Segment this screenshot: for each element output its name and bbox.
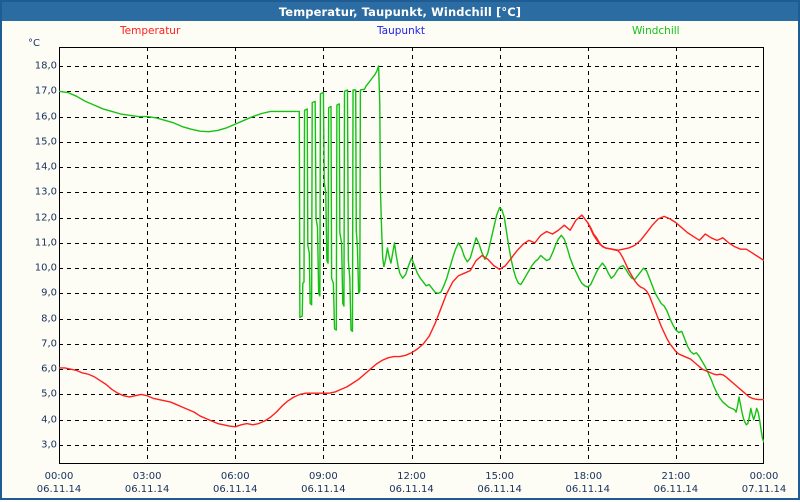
series-line-windchill-spikes bbox=[296, 65, 385, 332]
x-axis-tick-date: 06.11.14 bbox=[301, 484, 346, 495]
y-axis-tick: 4,0 bbox=[41, 414, 57, 426]
y-axis-tick: 7,0 bbox=[41, 338, 57, 350]
y-axis-unit-label: °C bbox=[28, 38, 40, 49]
y-axis-tick: 17,0 bbox=[34, 85, 57, 97]
y-axis-tick: 15,0 bbox=[34, 136, 57, 148]
x-axis-tick-date: 06.11.14 bbox=[477, 484, 522, 495]
x-axis-tick-time: 18:00 bbox=[573, 471, 603, 482]
y-axis-tick: 10,0 bbox=[34, 262, 57, 274]
window-title-bar: Temperatur, Taupunkt, Windchill [°C] bbox=[2, 2, 798, 21]
y-axis-tick: 8,0 bbox=[41, 313, 57, 325]
series-line-temperatur bbox=[59, 214, 764, 428]
legend-item-windchill: Windchill bbox=[632, 25, 680, 37]
y-axis-tick: 6,0 bbox=[41, 363, 57, 375]
x-axis-tick-time: 03:00 bbox=[132, 471, 162, 482]
x-axis-tick: 18:00 06.11.14 bbox=[565, 470, 610, 496]
series-line-temperatur-evening bbox=[587, 222, 764, 401]
x-axis-tick: 15:00 06.11.14 bbox=[477, 470, 522, 496]
x-axis-tick-time: 12:00 bbox=[397, 471, 426, 482]
y-axis-tick: 9,0 bbox=[41, 287, 57, 299]
x-axis-tick-date: 06.11.14 bbox=[653, 484, 699, 495]
x-axis-tick: 12:00 06.11.14 bbox=[389, 470, 434, 496]
x-axis-tick-date: 06.11.14 bbox=[212, 484, 258, 495]
chart-canvas bbox=[59, 47, 764, 464]
plot-area bbox=[59, 47, 764, 464]
x-axis-tick-time: 09:00 bbox=[308, 471, 338, 482]
x-axis-tick: 03:00 06.11.14 bbox=[125, 470, 170, 496]
y-axis-tick: 5,0 bbox=[41, 388, 57, 400]
x-axis-tick: 06:00 06.11.14 bbox=[213, 470, 258, 496]
x-axis-tick-date: 06.11.14 bbox=[389, 484, 434, 495]
series-line-windchill-evening bbox=[383, 206, 764, 443]
x-axis-tick-date: 06.11.14 bbox=[36, 484, 82, 495]
window-title: Temperatur, Taupunkt, Windchill [°C] bbox=[278, 4, 522, 19]
y-axis-tick: 12,0 bbox=[34, 212, 57, 224]
x-axis-tick: 21:00 06.11.14 bbox=[654, 470, 699, 496]
y-axis-tick: 14,0 bbox=[34, 161, 57, 173]
legend-item-temperatur: Temperatur bbox=[120, 25, 181, 37]
y-axis-tick: 18,0 bbox=[34, 60, 57, 72]
x-axis-tick-time: 00:00 bbox=[44, 471, 74, 482]
x-axis-tick-date: 06.11.14 bbox=[565, 484, 611, 495]
y-axis-tick: 11,0 bbox=[34, 237, 57, 249]
x-axis-tick: 09:00 06.11.14 bbox=[301, 470, 346, 496]
x-axis-tick-time: 00:00 bbox=[749, 471, 779, 482]
x-axis-tick: 00:00 07.11.14 bbox=[742, 470, 787, 496]
legend-item-taupunkt: Taupunkt bbox=[377, 25, 425, 37]
y-axis-tick: 13,0 bbox=[34, 186, 57, 198]
x-axis-tick-date: 06.11.14 bbox=[124, 484, 170, 495]
gridlines bbox=[59, 47, 764, 464]
x-axis-tick-time: 21:00 bbox=[661, 471, 691, 482]
x-axis-tick: 00:00 06.11.14 bbox=[37, 470, 82, 496]
y-axis-tick: 3,0 bbox=[41, 439, 57, 451]
x-axis-tick-time: 15:00 bbox=[485, 471, 515, 482]
x-axis-tick-date: 07.11.14 bbox=[741, 484, 787, 495]
y-axis-tick: 16,0 bbox=[34, 111, 57, 123]
series-line-windchill bbox=[59, 90, 297, 133]
x-axis-tick-time: 06:00 bbox=[220, 471, 250, 482]
